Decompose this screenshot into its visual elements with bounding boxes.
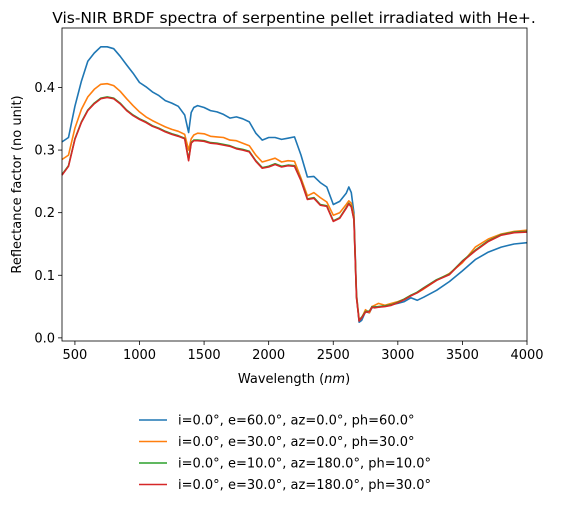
chart-title: Vis-NIR BRDF spectra of serpentine pelle… xyxy=(52,9,536,27)
y-tick-label: 0.0 xyxy=(34,331,55,346)
legend-label-1: i=0.0°, e=60.0°, az=0.0°, ph=60.0° xyxy=(178,414,415,429)
series-line-4 xyxy=(61,96,528,322)
x-tick-label: 1000 xyxy=(123,348,156,363)
y-axis-label: Reflectance factor (no unit) xyxy=(10,95,25,273)
legend: i=0.0°, e=60.0°, az=0.0°, ph=60.0° i=0.0°… xyxy=(139,414,431,493)
x-tick-label: 4000 xyxy=(510,348,543,363)
x-tick-label: 2500 xyxy=(317,348,350,363)
y-axis: 0.0 0.1 0.2 0.3 0.4 xyxy=(34,81,62,346)
y-tick-label: 0.4 xyxy=(34,81,55,96)
x-axis-label: Wavelength (nm) xyxy=(238,372,350,387)
x-axis-label-close: ) xyxy=(345,372,350,387)
x-tick-label: 1500 xyxy=(188,348,221,363)
y-tick-label: 0.3 xyxy=(34,144,55,159)
series-layer xyxy=(61,46,528,323)
x-tick-label: 3000 xyxy=(381,348,414,363)
legend-label-2: i=0.0°, e=30.0°, az=0.0°, ph=30.0° xyxy=(178,435,415,450)
x-tick-label: 2000 xyxy=(252,348,285,363)
x-axis: 500 1000 1500 2000 2500 3000 3500 4000 xyxy=(63,341,544,363)
x-tick-label: 500 xyxy=(63,348,88,363)
x-axis-label-main: Wavelength ( xyxy=(238,372,324,387)
y-tick-label: 0.2 xyxy=(34,206,55,221)
legend-label-3: i=0.0°, e=10.0°, az=180.0°, ph=10.0° xyxy=(178,457,431,472)
y-tick-label: 0.1 xyxy=(34,269,55,284)
x-tick-label: 3500 xyxy=(446,348,479,363)
x-axis-label-unit: nm xyxy=(324,372,345,387)
legend-label-4: i=0.0°, e=30.0°, az=180.0°, ph=30.0° xyxy=(178,478,431,493)
plot-frame xyxy=(61,27,528,342)
plot-area xyxy=(61,27,528,342)
